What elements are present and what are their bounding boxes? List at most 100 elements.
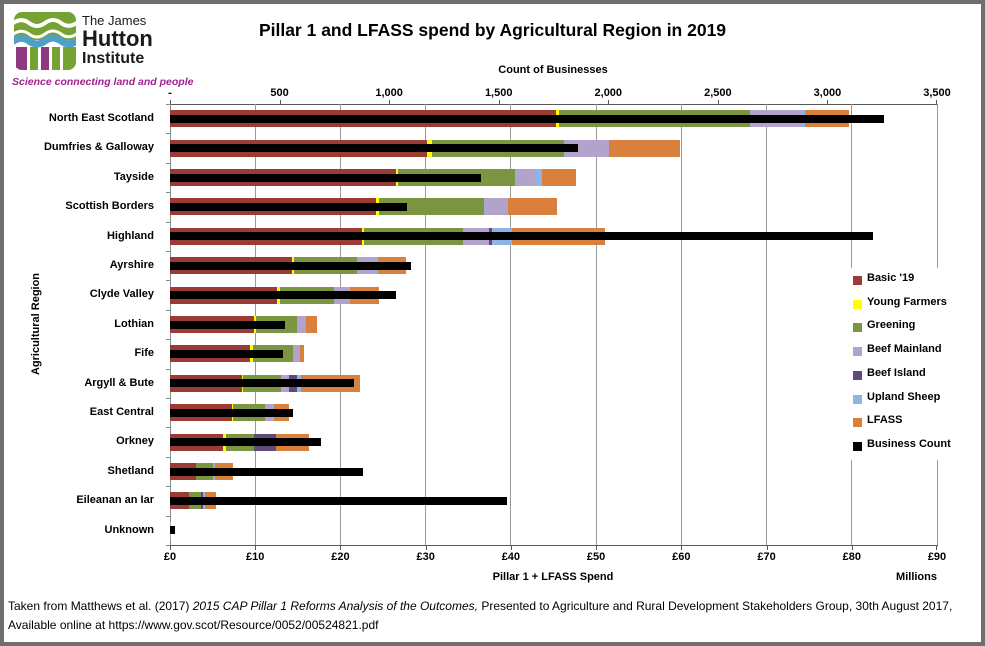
region-label: Scottish Borders [65, 200, 154, 213]
top-axis-title: Count of Businesses [498, 64, 608, 76]
hutton-logo-icon [14, 12, 76, 70]
business-count-bar [170, 408, 293, 417]
legend-swatch [853, 323, 862, 333]
bar-segment-lfass [608, 139, 680, 157]
bottom-tick-mark [936, 546, 937, 550]
gridline [425, 104, 427, 545]
legend-label: LFASS [867, 414, 903, 427]
citation-prefix: Taken from Matthews et al. (2017) [8, 599, 193, 613]
region-label: Ayrshire [109, 259, 154, 271]
bar-segment-lfass [508, 198, 557, 216]
top-tick-mark [279, 100, 281, 104]
top-tick-mark [717, 100, 719, 104]
bottom-tick-mark [170, 546, 171, 550]
bar-segment-beef_mainland [515, 169, 535, 186]
business-count-bar [170, 261, 412, 270]
logo-line-hutton: Hutton [82, 26, 153, 51]
category-tick [166, 280, 170, 282]
bar-segment-greening [378, 198, 485, 216]
category-tick [166, 339, 170, 341]
bottom-axis-line [170, 545, 938, 546]
business-count-bar [170, 526, 176, 535]
region-label: North East Scotland [48, 112, 154, 124]
business-count-bar [170, 202, 407, 211]
legend-swatch [853, 441, 862, 451]
bar-segment-lfass [542, 169, 577, 186]
top-tick-label: 3,000 [813, 87, 842, 99]
business-count-bar [170, 232, 874, 241]
gridline [766, 104, 768, 545]
region-label: Lothian [114, 317, 154, 330]
top-tick-label: 2,000 [594, 87, 623, 99]
business-count-bar [170, 114, 885, 123]
bar-segment-upland_sheep [534, 169, 543, 186]
top-tick-label: 2,500 [704, 87, 732, 99]
region-label: East Central [89, 406, 154, 418]
citation-italic-title: 2015 CAP Pillar 1 Reforms Analysis of th… [192, 599, 478, 613]
bottom-tick-mark [340, 546, 342, 550]
bottom-tick-label: £0 [163, 551, 177, 563]
bottom-tick-label: £90 [927, 551, 947, 563]
bar-segment-beef_mainland [296, 316, 307, 333]
citation-suffix: Presented to Agriculture and Rural Devel… [8, 599, 953, 633]
bottom-tick-label: £20 [331, 551, 350, 563]
category-tick [166, 221, 170, 223]
gridline [510, 104, 512, 545]
source-citation: Taken from Matthews et al. (2017) 2015 C… [8, 597, 975, 635]
top-tick-mark [936, 100, 937, 104]
region-label: Highland [106, 229, 154, 242]
top-axis-tick-labels: - 500 1,000 1,500 2,000 2,500 3,000 3,500 [168, 87, 951, 101]
millions-unit-label: Millions [896, 571, 937, 583]
bottom-tick-mark [425, 546, 427, 550]
category-tick [166, 398, 170, 399]
top-tick-label: 1,000 [375, 87, 403, 99]
gridline [680, 104, 682, 545]
category-tick [166, 162, 170, 164]
region-label: Argyll & Bute [84, 376, 154, 389]
gridline [339, 104, 341, 545]
region-label: Unknown [104, 523, 155, 536]
bar-segment-beef_mainland [484, 198, 509, 216]
gridline [595, 104, 597, 545]
business-count-bar [170, 467, 363, 476]
region-label: Dumfries & Galloway [43, 141, 154, 154]
bar-segment-beef_mainland [563, 139, 609, 157]
logo-tagline: Science connecting land and people [12, 76, 194, 88]
legend-swatch [853, 394, 862, 404]
top-tick-mark [827, 100, 829, 104]
legend-swatch [853, 418, 862, 428]
category-tick [166, 192, 170, 194]
region-label: Tayside [113, 170, 154, 183]
business-count-bar [170, 496, 508, 505]
legend-swatch [853, 276, 862, 285]
bottom-axis-tick-labels: £0 £10 £20 £30 £40 £50 £60 £70 £80 £90 [164, 551, 946, 565]
business-count-bar [170, 349, 283, 358]
bottom-tick-mark [681, 546, 683, 550]
bottom-tick-mark [596, 546, 598, 550]
bottom-tick-label: £70 [757, 551, 776, 563]
top-tick-mark [170, 100, 171, 104]
bottom-tick-label: £40 [501, 551, 521, 563]
category-tick [166, 368, 170, 370]
business-count-bar [170, 379, 355, 388]
bar-segment-beef_mainland [292, 345, 301, 363]
legend-label: Beef Island [867, 366, 926, 379]
legend-label: Beef Mainland [867, 343, 942, 356]
bottom-tick-mark [510, 546, 512, 550]
hutton-logo-text: The James Hutton Institute [82, 14, 153, 67]
legend-swatch [853, 299, 862, 309]
legend-label: Business Count [867, 437, 951, 450]
category-tick [166, 515, 170, 517]
top-tick-label: 500 [270, 87, 289, 99]
region-label: Fife [134, 347, 154, 360]
legend-swatch [853, 347, 862, 357]
bottom-tick-mark [851, 546, 853, 550]
business-count-bar [170, 144, 578, 153]
logo-line-the-james: The James [82, 13, 147, 28]
legend-label: Young Farmers [867, 295, 947, 308]
bottom-tick-label: £50 [586, 551, 606, 563]
category-tick [166, 251, 170, 252]
bottom-tick-label: £80 [842, 551, 861, 563]
category-tick [166, 427, 170, 429]
